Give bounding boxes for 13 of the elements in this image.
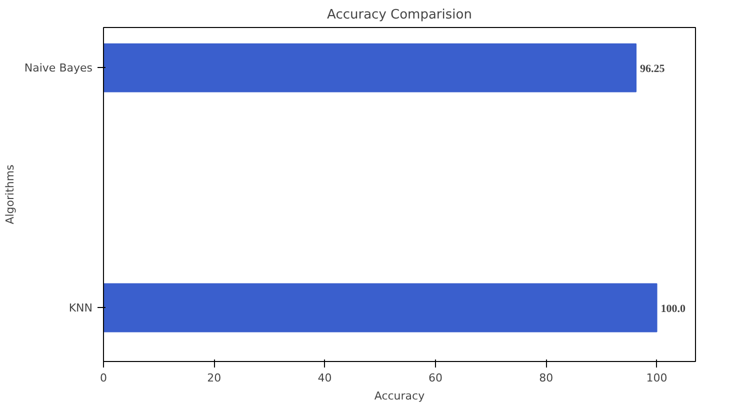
x-tick-label: 100 bbox=[646, 372, 668, 384]
x-tick-label: 40 bbox=[318, 372, 332, 384]
y-axis-title: Algorithms bbox=[3, 164, 16, 224]
data-label: 100.0 bbox=[660, 302, 686, 315]
data-label: 96.25 bbox=[640, 62, 666, 75]
x-tick-label: 60 bbox=[428, 372, 442, 384]
x-tick-label: 20 bbox=[207, 372, 222, 384]
x-axis-title: Accuracy bbox=[374, 390, 426, 402]
chart-title: Accuracy Comparision bbox=[327, 8, 472, 22]
y-tick-label: Naive Bayes bbox=[24, 61, 93, 74]
x-tick-label: 0 bbox=[100, 372, 107, 384]
y-tick-label: KNN bbox=[68, 301, 92, 314]
x-tick-label: 80 bbox=[539, 372, 554, 384]
